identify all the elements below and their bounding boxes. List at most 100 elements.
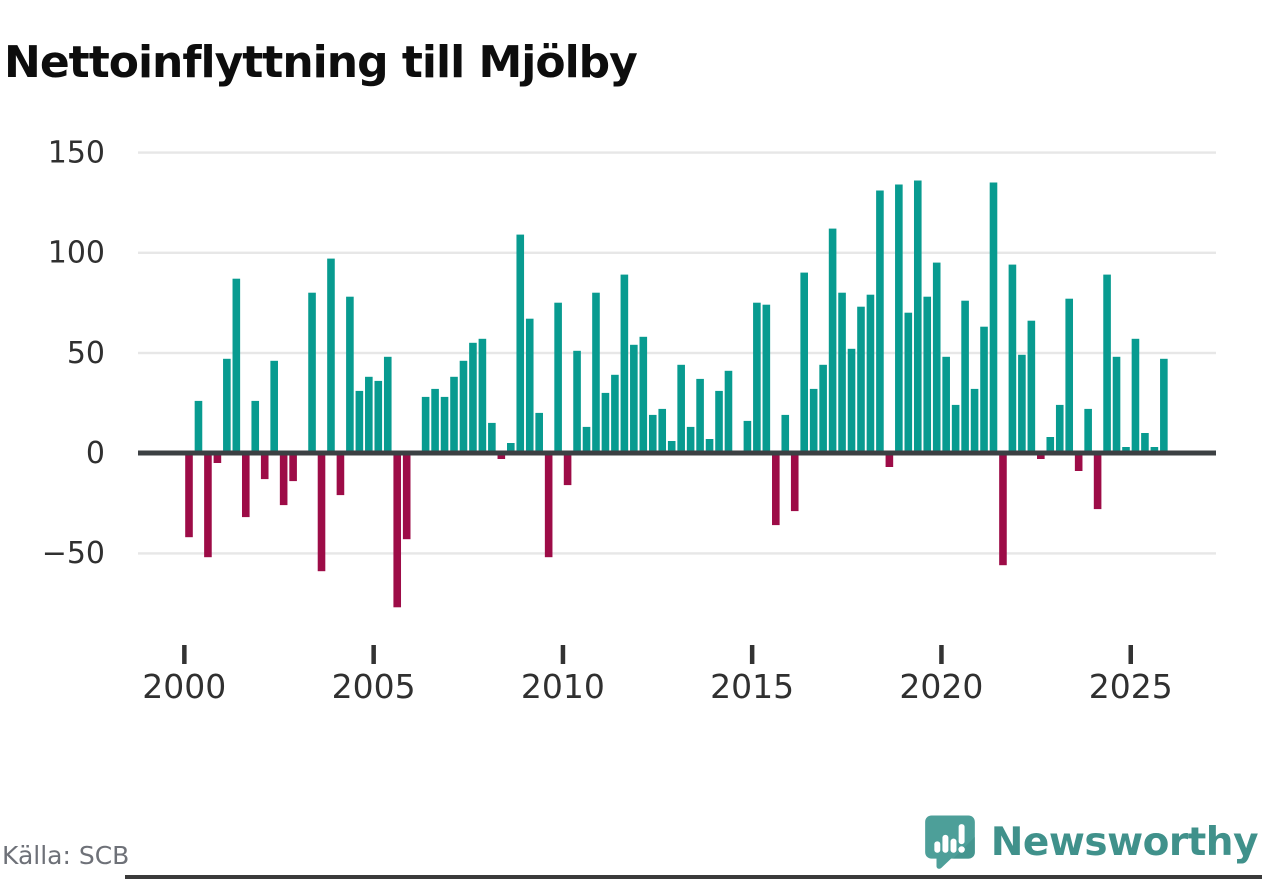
- bar-2009Q4: [554, 302, 562, 453]
- newsworthy-logo-icon: [924, 815, 975, 869]
- bar-2010Q3: [582, 426, 591, 453]
- bar-2016Q2: [800, 272, 808, 453]
- bar-2024Q3: [1112, 356, 1121, 453]
- bar-2021Q4: [1008, 264, 1017, 453]
- bar-2004Q3: [355, 390, 364, 453]
- bar-2024Q4: [1122, 447, 1130, 453]
- gridline-150: [138, 151, 1216, 154]
- bar-2005Q2: [383, 356, 392, 453]
- bar-2008Q1: [488, 422, 496, 453]
- bar-2021Q2: [989, 182, 998, 453]
- logo-bar-1: [934, 841, 941, 853]
- bar-2003Q3: [317, 453, 326, 572]
- bar-2021Q1: [980, 326, 988, 453]
- bar-2025Q4: [1160, 358, 1168, 453]
- bar-2025Q1: [1131, 338, 1140, 453]
- bar-2005Q4: [402, 453, 411, 540]
- bar-2007Q1: [450, 376, 458, 453]
- x-axis-label-2000: 2000: [142, 667, 226, 706]
- bar-2018Q1: [866, 294, 875, 453]
- zero-axis-line: [138, 450, 1216, 456]
- bar-2016Q1: [790, 453, 799, 512]
- bar-2018Q4: [895, 184, 903, 453]
- bar-2009Q2: [535, 412, 543, 453]
- bar-2015Q3: [772, 453, 780, 526]
- bar-2013Q4: [705, 439, 714, 453]
- bar-2011Q4: [630, 344, 638, 453]
- x-tick-2020: [939, 645, 944, 664]
- bar-2022Q2: [1027, 320, 1036, 453]
- bar-2017Q2: [838, 292, 846, 453]
- bar-2010Q4: [592, 292, 600, 453]
- newsworthy-logo-text: Newsworthy: [990, 820, 1259, 865]
- y-axis-label-100: 100: [48, 236, 105, 271]
- bar-2015Q2: [762, 304, 771, 453]
- bar-2005Q3: [393, 453, 402, 608]
- logo-bar-2: [942, 834, 949, 853]
- bar-2007Q2: [459, 360, 468, 453]
- bar-2012Q2: [648, 414, 657, 453]
- bar-2019Q1: [904, 312, 913, 453]
- bar-2014Q2: [724, 370, 733, 453]
- bar-2001Q2: [232, 278, 241, 453]
- bar-2008Q3: [507, 443, 515, 453]
- bar-2018Q3: [885, 453, 894, 467]
- bar-2023Q3: [1074, 453, 1083, 471]
- x-tick-2010: [560, 645, 566, 664]
- bar-2014Q4: [743, 420, 752, 453]
- bar-2013Q2: [686, 426, 695, 453]
- page-title: Nettoinflyttning till Mjölby: [4, 37, 638, 89]
- bar-2006Q3: [431, 388, 439, 453]
- bar-2023Q1: [1055, 404, 1064, 453]
- bar-2013Q1: [677, 364, 685, 453]
- bottom-edge: [125, 875, 1262, 879]
- bar-2011Q3: [620, 274, 629, 453]
- bar-2008Q2: [497, 453, 506, 459]
- bar-2000Q2: [194, 400, 203, 453]
- bar-2014Q1: [715, 390, 723, 453]
- y-axis-label-50: 50: [67, 336, 105, 371]
- bar-2018Q2: [876, 190, 884, 453]
- bar-2000Q1: [185, 453, 193, 538]
- bar-2010Q1: [563, 453, 572, 486]
- bar-2022Q1: [1018, 354, 1026, 453]
- bar-2017Q1: [828, 228, 837, 453]
- x-tick-2000: [182, 645, 187, 664]
- bar-2023Q2: [1065, 298, 1074, 453]
- bar-2009Q3: [544, 453, 553, 558]
- bar-2011Q1: [601, 392, 610, 453]
- bar-2020Q2: [951, 404, 960, 453]
- bar-2023Q4: [1084, 408, 1092, 453]
- bar-2002Q1: [260, 453, 269, 480]
- x-axis-label-2005: 2005: [332, 667, 416, 706]
- bar-2019Q3: [923, 296, 932, 453]
- bar-2022Q3: [1037, 453, 1045, 459]
- x-tick-2005: [371, 645, 376, 664]
- bar-2022Q4: [1046, 437, 1055, 453]
- bar-2007Q4: [478, 338, 487, 453]
- bar-2010Q2: [573, 350, 581, 453]
- bar-2007Q3: [469, 342, 477, 453]
- gridline-100: [138, 251, 1216, 254]
- logo-exclamation-dot: [958, 846, 965, 853]
- bar-2003Q2: [308, 292, 316, 453]
- logo-exclamation-bar: [958, 824, 965, 845]
- bar-2025Q3: [1150, 447, 1159, 453]
- bar-2021Q3: [999, 453, 1007, 566]
- bar-2012Q3: [658, 408, 667, 453]
- bar-2015Q4: [781, 414, 790, 453]
- gridline-50: [138, 351, 1216, 355]
- bar-2012Q4: [667, 441, 676, 453]
- x-axis-label-2020: 2020: [899, 667, 983, 706]
- newsworthy-logo: Newsworthy: [923, 812, 1259, 874]
- bar-2001Q1: [223, 358, 231, 453]
- logo-bar-3: [950, 838, 957, 853]
- bar-2013Q3: [696, 378, 704, 453]
- bar-2015Q1: [753, 302, 761, 453]
- bar-2019Q2: [913, 180, 922, 453]
- bar-2019Q4: [932, 262, 941, 453]
- x-axis-label-2025: 2025: [1089, 667, 1173, 706]
- bar-2020Q4: [970, 388, 979, 453]
- bar-2005Q1: [374, 380, 383, 453]
- source-credit: Källa: SCB: [2, 841, 130, 870]
